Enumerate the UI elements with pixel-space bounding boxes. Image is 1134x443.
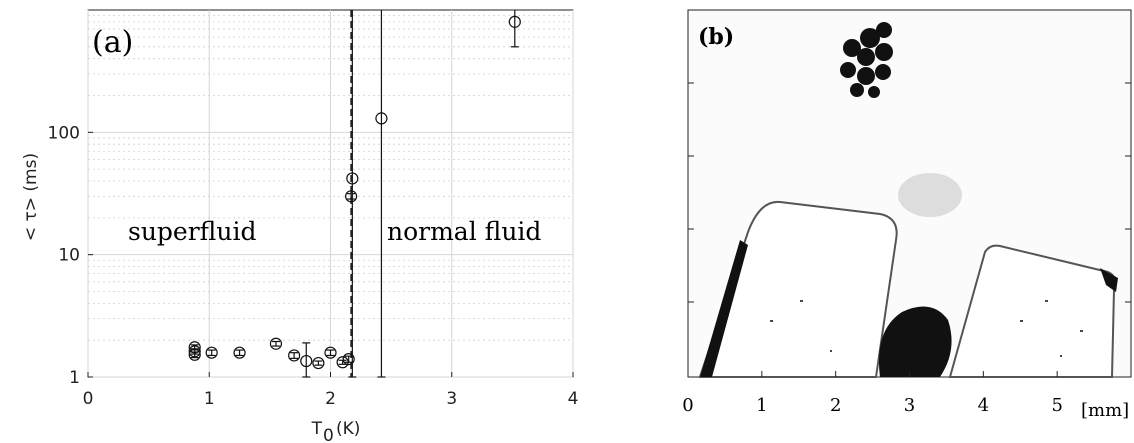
data-point bbox=[288, 349, 301, 362]
data-point bbox=[508, 10, 521, 48]
x-tick-label: 4 bbox=[568, 389, 579, 409]
marker bbox=[375, 112, 388, 125]
y-axis-label: < τ> (ms) bbox=[21, 153, 41, 241]
x-axis-label-unit: (K) bbox=[336, 419, 360, 439]
x-tick-label-b: 2 bbox=[830, 395, 841, 416]
annotation-normal-fluid: normal fluid bbox=[387, 217, 541, 246]
data-point bbox=[345, 190, 358, 203]
marker bbox=[345, 190, 358, 203]
panel-label-a: (a) bbox=[92, 25, 133, 60]
data-point bbox=[312, 356, 325, 370]
crystal-block-left bbox=[698, 200, 898, 378]
marker bbox=[342, 353, 355, 366]
x-tick-label: 0 bbox=[83, 389, 94, 409]
marker bbox=[324, 346, 337, 359]
data-point bbox=[188, 348, 201, 361]
y-tick-label: 100 bbox=[48, 123, 80, 143]
y-tick-label: 10 bbox=[58, 246, 80, 266]
x-axis-label-main: T bbox=[311, 419, 323, 439]
panel-b: (b) 0 1 2 3 4 5 [mm] bbox=[682, 9, 1132, 421]
x-tick-label-b: 0 bbox=[682, 395, 693, 416]
marker bbox=[300, 354, 313, 368]
data-point bbox=[300, 342, 313, 378]
data-point bbox=[233, 346, 246, 359]
marker bbox=[346, 172, 359, 185]
x-tick-label: 2 bbox=[325, 389, 336, 409]
crystal-edge-dark-left bbox=[700, 240, 748, 377]
data-point bbox=[346, 10, 359, 378]
x-axis-unit-b: [mm] bbox=[1081, 400, 1129, 421]
data-points-a bbox=[188, 10, 521, 378]
data-point bbox=[342, 353, 355, 366]
data-point bbox=[375, 10, 388, 378]
marker bbox=[205, 346, 218, 359]
dark-blob bbox=[878, 306, 952, 377]
debris bbox=[770, 300, 1083, 357]
data-point bbox=[324, 346, 337, 359]
data-point bbox=[269, 337, 283, 350]
x-tick-label-b: 1 bbox=[756, 395, 767, 416]
marker bbox=[288, 349, 301, 362]
faint-cloud bbox=[898, 173, 962, 217]
photo-content bbox=[698, 22, 1118, 378]
marker bbox=[188, 348, 201, 361]
data-point bbox=[205, 346, 218, 359]
marker bbox=[269, 337, 283, 350]
annotation-superfluid: superfluid bbox=[128, 217, 256, 246]
grid-a bbox=[87, 10, 574, 378]
x-tick-label: 3 bbox=[446, 389, 457, 409]
x-tick-label-b: 3 bbox=[904, 395, 915, 416]
marker bbox=[312, 356, 325, 370]
marker bbox=[508, 15, 521, 28]
x-tick-label-b: 5 bbox=[1051, 395, 1062, 416]
crystal-edge-dark-right bbox=[1100, 268, 1118, 292]
x-axis-label: T 0 (K) bbox=[311, 419, 361, 443]
ticks-b: 0 1 2 3 4 5 bbox=[682, 82, 1131, 416]
x-axis-label-subscript: 0 bbox=[323, 426, 334, 443]
particle-cluster-top bbox=[840, 22, 893, 98]
y-tick-label: 1 bbox=[69, 368, 80, 388]
x-tick-label-b: 4 bbox=[978, 395, 989, 416]
x-tick-label: 1 bbox=[204, 389, 215, 409]
panel-label-b: (b) bbox=[698, 24, 734, 50]
marker bbox=[233, 346, 246, 359]
